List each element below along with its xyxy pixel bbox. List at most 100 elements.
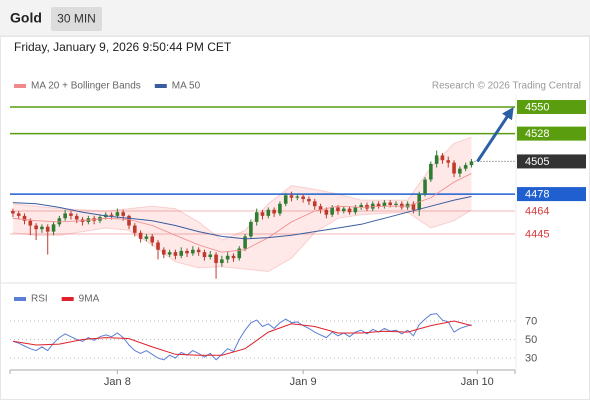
candle-body xyxy=(295,196,300,198)
candle-body xyxy=(318,206,323,210)
candle-body xyxy=(121,212,125,216)
candle-body xyxy=(156,242,160,250)
candle-body xyxy=(220,259,224,264)
rsi-line xyxy=(12,320,472,356)
candle-body xyxy=(28,220,33,226)
candle-body xyxy=(394,203,398,205)
candle-body xyxy=(51,224,56,232)
legend-label: 9MA xyxy=(79,294,100,305)
candle-body xyxy=(400,203,404,208)
y-tick-label: 70 xyxy=(525,315,537,327)
datetime: Friday, January 9, 2026 9:50:44 PM CET xyxy=(14,40,232,54)
candle-body xyxy=(138,232,143,239)
legend-swatch xyxy=(154,84,167,88)
candle-body xyxy=(132,225,137,233)
candle-body xyxy=(109,214,114,216)
candle-body xyxy=(376,203,381,207)
legend-swatch xyxy=(14,84,26,88)
candle-body xyxy=(167,252,172,255)
candle-body xyxy=(74,215,79,220)
legend-label: RSI xyxy=(31,294,48,305)
candle-body xyxy=(16,213,21,216)
candle-body xyxy=(278,203,282,214)
candle-body xyxy=(34,225,38,230)
candle-body xyxy=(231,255,236,259)
candle-body xyxy=(173,252,178,256)
level-box xyxy=(517,126,586,141)
candle-body xyxy=(330,207,334,215)
candle-body xyxy=(45,226,50,232)
level-label: 4505 xyxy=(525,156,549,168)
candle-body xyxy=(69,213,73,216)
candle-body xyxy=(469,161,474,166)
candle-body xyxy=(429,163,433,180)
candle-body xyxy=(260,212,265,216)
candle-body xyxy=(411,203,416,210)
level-label: 4464 xyxy=(525,205,549,217)
candle-body xyxy=(405,203,410,208)
candle-body xyxy=(40,226,44,230)
candle-body xyxy=(370,203,375,209)
candle-body xyxy=(63,213,67,219)
candle-body xyxy=(324,209,329,215)
candle-body xyxy=(266,209,271,216)
candle-body xyxy=(202,252,207,257)
candle-body xyxy=(144,236,149,239)
x-tick-label: Jan 10 xyxy=(461,376,494,388)
candle-body xyxy=(382,202,387,207)
candle-body xyxy=(423,179,427,195)
legend-swatch xyxy=(14,297,26,301)
candle-body xyxy=(11,211,15,214)
candle-body xyxy=(440,155,445,161)
candle-body xyxy=(214,254,218,264)
candle-body xyxy=(254,212,259,222)
interval[interactable]: 30 MIN xyxy=(57,12,96,26)
candle-body xyxy=(196,249,201,253)
candle-body xyxy=(249,221,253,237)
candle-body xyxy=(191,249,195,254)
interval-badge[interactable] xyxy=(51,7,102,31)
symbol: Gold xyxy=(10,10,42,26)
level-box xyxy=(517,187,586,202)
candle-body xyxy=(162,249,166,255)
candle-body xyxy=(225,255,230,260)
band-upper xyxy=(12,136,472,241)
ma-line xyxy=(12,173,472,253)
legend-label: MA 20 + Bollinger Bands xyxy=(31,81,141,92)
candle-body xyxy=(312,201,317,207)
candle-body xyxy=(237,248,242,259)
legend-label: MA 50 xyxy=(172,81,201,92)
candle-body xyxy=(127,215,131,226)
candle-body xyxy=(289,195,294,198)
level-box xyxy=(517,99,586,114)
candle-body xyxy=(307,198,311,202)
candle-body xyxy=(179,250,184,256)
level-box xyxy=(517,154,586,169)
candle-body xyxy=(272,209,276,214)
band-lower xyxy=(12,209,472,273)
y-tick-label: 50 xyxy=(525,334,537,346)
level-label: 4445 xyxy=(525,228,549,240)
candle-body xyxy=(208,254,213,257)
candle-body xyxy=(150,236,155,243)
x-tick-label: Jan 9 xyxy=(290,376,317,388)
candle-body xyxy=(463,165,468,169)
level-label: 4478 xyxy=(525,188,549,200)
candle-body xyxy=(243,236,247,249)
candle-body xyxy=(341,208,346,212)
y-tick-label: 30 xyxy=(525,352,537,364)
candle-body xyxy=(452,162,456,174)
candle-body xyxy=(336,207,340,212)
candle-body xyxy=(353,207,358,213)
legend-swatch xyxy=(61,297,74,301)
candle-body xyxy=(185,250,189,254)
candle-body xyxy=(458,168,462,174)
candle-body xyxy=(283,195,288,204)
candle-body xyxy=(22,215,27,221)
candle-body xyxy=(57,218,62,225)
candle-body xyxy=(434,155,439,164)
arrow xyxy=(476,106,514,163)
candle-body xyxy=(347,208,352,213)
